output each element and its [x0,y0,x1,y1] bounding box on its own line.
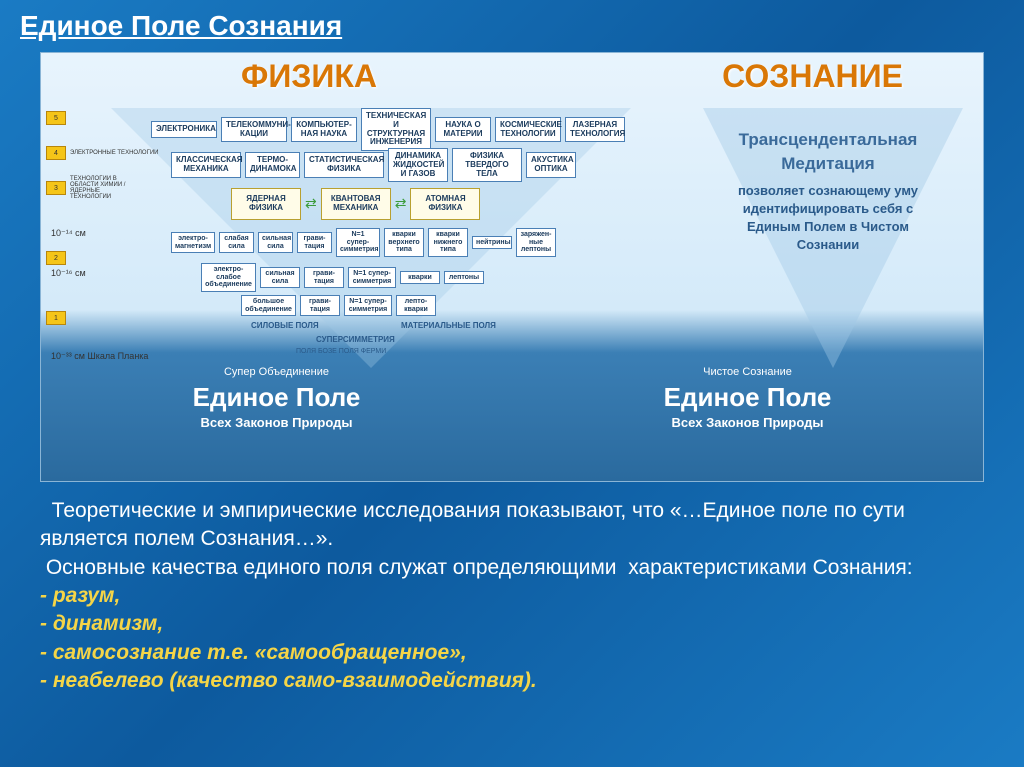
level-2-icon: 2 [46,251,66,265]
physics-header: ФИЗИКА [241,58,377,95]
cell: грави- тация [297,232,332,253]
super-unification-label: Супер Объединение [41,366,512,378]
scale-14: 10⁻¹⁴ см [51,228,86,239]
meditation-body: позволяет сознающему уму идентифицироват… [728,182,928,255]
cell: электро- магнетизм [171,232,215,253]
bottom-band: Супер Объединение Единое Поле Всех Закон… [41,356,983,481]
cell: лептоны [444,271,484,285]
row-6: большое объединение грави- тация N=1 суп… [241,295,436,316]
row-1: ЭЛЕКТРОНИКА ТЕЛЕКОММУНИ- КАЦИИ КОМПЬЮТЕР… [151,108,625,151]
force-fields-label: СИЛОВЫЕ ПОЛЯ [251,321,319,330]
meditation-block: Трансцендентальная Медитация позволяет с… [728,128,928,254]
cell: ЯДЕРНАЯ ФИЗИКА [231,188,301,220]
cell: нейтрины [472,236,512,250]
cell: ФИЗИКА ТВЕРДОГО ТЕЛА [452,148,522,182]
cell: АКУСТИКА ОПТИКА [526,152,576,178]
cell: сильная сила [260,267,300,288]
bottom-right: Чистое Сознание Единое Поле Всех Законов… [512,356,983,481]
cell: СТАТИСТИЧЕСКАЯ ФИЗИКА [304,152,384,178]
unified-field-left: Единое Поле [41,382,512,413]
cell: ДИНАМИКА ЖИДКОСТЕЙ И ГАЗОВ [388,148,448,182]
row-5: электро- слабое объединение сильная сила… [201,263,484,292]
level-3-icon: 3 [46,181,66,195]
laws-nature-right: Всех Законов Природы [512,415,983,430]
cell: кварки нижнего типа [428,228,468,257]
cell: заряжен- ные лептоны [516,228,556,257]
level-4-icon: 4 [46,146,66,160]
scale-16: 10⁻¹⁶ см [51,268,86,279]
paragraph-1: Теоретические и эмпирические исследовани… [40,497,984,554]
bullet: - самосознание т.е. «самообращенное», [40,639,984,667]
material-fields-label: МАТЕРИАЛЬНЫЕ ПОЛЯ [401,321,496,330]
unified-field-right: Единое Поле [512,382,983,413]
cell: ЭЛЕКТРОНИКА [151,121,217,138]
cell: лепто- кварки [396,295,436,316]
row-3: ЯДЕРНАЯ ФИЗИКА ⇄ КВАНТОВАЯ МЕХАНИКА ⇄ АТ… [231,188,480,220]
bullet: - неабелево (качество само-взаимодействи… [40,667,984,695]
cell: N=1 супер- симметрия [344,295,392,316]
diagram-panel: ФИЗИКА СОЗНАНИЕ 5 4 ЭЛЕКТРОННЫЕ ТЕХНОЛОГИ… [40,52,984,482]
cell: большое объединение [241,295,296,316]
arrow-lr-icon: ⇄ [395,195,407,212]
cell: НАУКА О МАТЕРИИ [435,117,491,143]
cell: КОМПЬЮТЕР- НАЯ НАУКА [291,117,357,143]
bullet: - разум, [40,582,984,610]
row-4: электро- магнетизм слабая сила сильная с… [171,228,556,257]
pure-consciousness-label: Чистое Сознание [512,366,983,378]
laws-nature-left: Всех Законов Природы [41,415,512,430]
cell: кварки верхнего типа [384,228,424,257]
cell: АТОМНАЯ ФИЗИКА [410,188,480,220]
level-5-icon: 5 [46,111,66,125]
cell: грави- тация [304,267,344,288]
level-3-text: ТЕХНОЛОГИИ В ОБЛАСТИ ХИМИИ / ЯДЕРНЫЕ ТЕХ… [70,176,140,200]
cell: ТЕЛЕКОММУНИ- КАЦИИ [221,117,287,143]
level-1-icon: 1 [46,311,66,325]
cell: ЛАЗЕРНАЯ ТЕХНОЛОГИЯ [565,117,625,143]
cell: N=1 супер- симметрия [336,228,380,257]
bose-fermi-label: ПОЛЯ БОЗЕ ПОЛЯ ФЕРМИ [296,348,386,355]
paragraph-2: Основные качества единого поля служат оп… [40,554,984,582]
cell: КЛАССИЧЕСКАЯ МЕХАНИКА [171,152,241,178]
meditation-title: Трансцендентальная Медитация [728,128,928,176]
arrow-lr-icon: ⇄ [305,195,317,212]
cell: сильная сила [258,232,293,253]
bottom-left: Супер Объединение Единое Поле Всех Закон… [41,356,512,481]
level-labels: 5 4 ЭЛЕКТРОННЫЕ ТЕХНОЛОГИИ 3 ТЕХНОЛОГИИ В … [46,103,158,333]
cell: N=1 супер- симметрия [348,267,396,288]
cell: ТЕРМО- ДИНАМОКА [245,152,300,178]
consciousness-header: СОЗНАНИЕ [722,58,903,95]
slide-title: Единое Поле Сознания [0,0,1024,52]
cell: электро- слабое объединение [201,263,256,292]
cell: грави- тация [300,295,340,316]
level-4-text: ЭЛЕКТРОННЫЕ ТЕХНОЛОГИИ [70,150,158,156]
cell: слабая сила [219,232,254,253]
cell: ТЕХНИЧЕСКАЯ И СТРУКТУРНАЯ ИНЖЕНЕРИЯ [361,108,431,151]
row-2: КЛАССИЧЕСКАЯ МЕХАНИКА ТЕРМО- ДИНАМОКА СТ… [171,148,576,182]
cell: КОСМИЧЕСКИЕ ТЕХНОЛОГИИ [495,117,561,143]
bullet: - динамизм, [40,610,984,638]
cell: КВАНТОВАЯ МЕХАНИКА [321,188,391,220]
text-block: Теоретические и эмпирические исследовани… [0,482,1024,695]
supersym-label: СУПЕРСИММЕТРИЯ [316,335,395,344]
cell: кварки [400,271,440,285]
